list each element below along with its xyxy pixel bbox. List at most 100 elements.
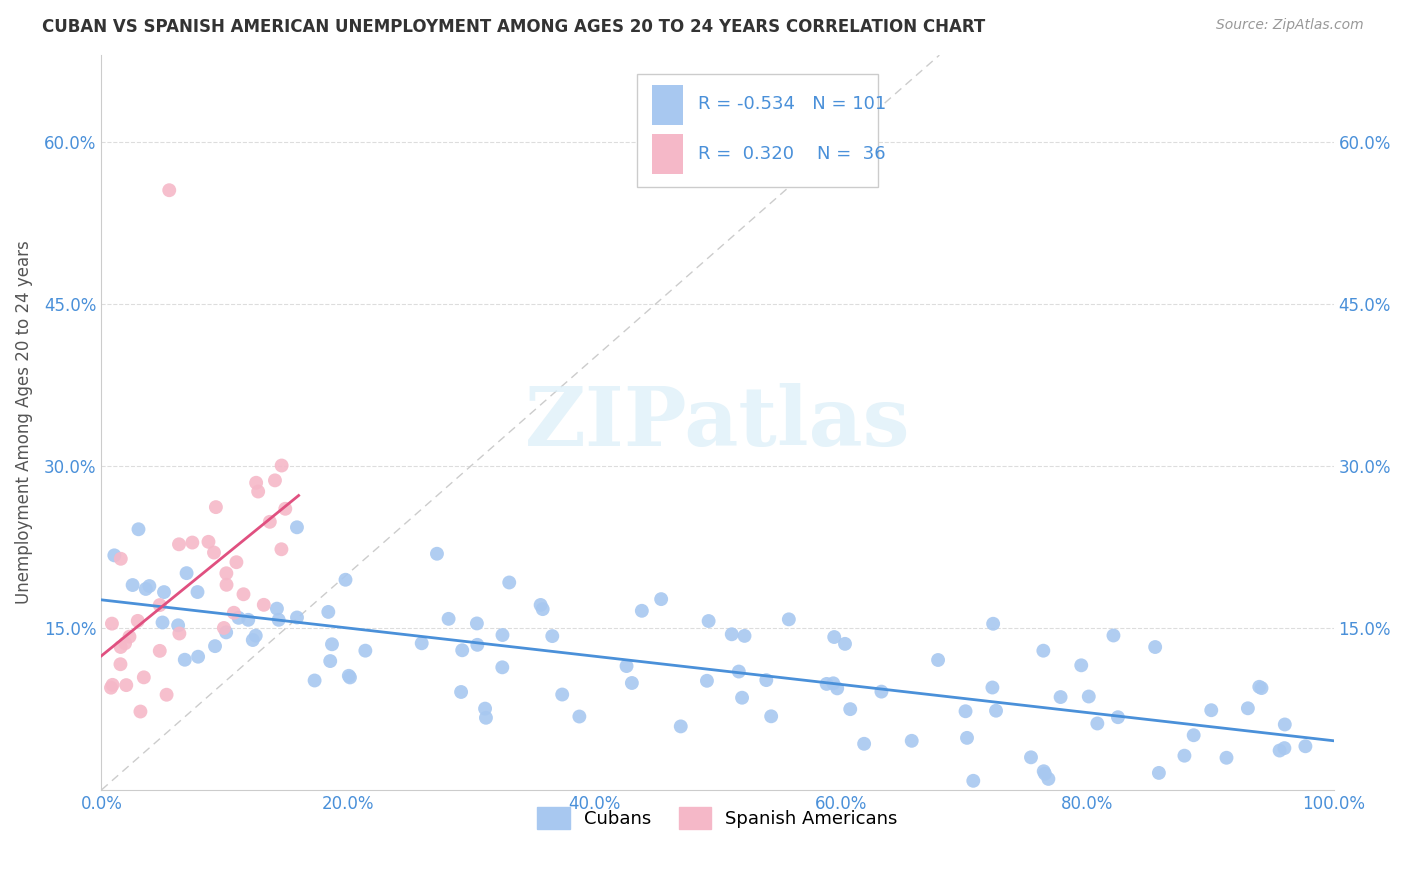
Point — [205, 500, 228, 515]
Point — [450, 685, 472, 699]
Point — [149, 598, 172, 612]
Point — [264, 474, 287, 488]
Point — [1032, 643, 1054, 657]
Point — [103, 549, 125, 563]
Point — [696, 673, 718, 688]
Point — [169, 626, 191, 640]
Point — [100, 681, 122, 695]
Point — [669, 719, 692, 733]
Point — [101, 616, 124, 631]
Point — [755, 673, 778, 687]
Point — [270, 458, 292, 473]
Point — [274, 501, 297, 516]
Point — [285, 610, 308, 624]
Point — [1038, 772, 1060, 786]
Point — [1249, 680, 1271, 694]
Point — [474, 701, 496, 715]
Point — [1182, 728, 1205, 742]
Point — [259, 515, 281, 529]
Point — [778, 612, 800, 626]
Point — [118, 630, 141, 644]
Bar — [652, 134, 683, 174]
Point — [115, 678, 138, 692]
Text: R = -0.534   N = 101: R = -0.534 N = 101 — [697, 95, 886, 113]
Point — [110, 640, 132, 654]
Point — [245, 629, 267, 643]
Point — [491, 660, 513, 674]
Point — [1173, 748, 1195, 763]
Point — [927, 653, 949, 667]
Point — [1049, 690, 1071, 704]
Point — [1237, 701, 1260, 715]
Point — [247, 484, 270, 499]
Point — [186, 585, 208, 599]
Point — [304, 673, 326, 688]
Point — [335, 573, 357, 587]
Point — [465, 616, 488, 631]
Point — [1274, 717, 1296, 731]
Point — [228, 611, 250, 625]
Point — [815, 677, 838, 691]
FancyBboxPatch shape — [637, 73, 877, 187]
Point — [451, 643, 474, 657]
Point — [187, 649, 209, 664]
Point — [238, 613, 260, 627]
Point — [132, 670, 155, 684]
Point — [339, 670, 361, 684]
Point — [720, 627, 742, 641]
Text: CUBAN VS SPANISH AMERICAN UNEMPLOYMENT AMONG AGES 20 TO 24 YEARS CORRELATION CHA: CUBAN VS SPANISH AMERICAN UNEMPLOYMENT A… — [42, 18, 986, 36]
Point — [530, 598, 553, 612]
Point — [1274, 741, 1296, 756]
Point — [155, 688, 177, 702]
Point — [135, 582, 157, 596]
Point — [551, 688, 574, 702]
Point — [181, 535, 204, 549]
Point — [121, 578, 143, 592]
Point — [1070, 658, 1092, 673]
Point — [620, 676, 643, 690]
Point — [129, 705, 152, 719]
Point — [1032, 764, 1054, 779]
Text: Source: ZipAtlas.com: Source: ZipAtlas.com — [1216, 18, 1364, 32]
Point — [568, 709, 591, 723]
Point — [153, 585, 176, 599]
Point — [1085, 716, 1108, 731]
Point — [1268, 743, 1291, 757]
Point — [1077, 690, 1099, 704]
Legend: Cubans, Spanish Americans: Cubans, Spanish Americans — [530, 799, 905, 836]
Point — [541, 629, 564, 643]
Point — [101, 678, 124, 692]
Point — [285, 520, 308, 534]
Point — [1250, 681, 1272, 695]
Point — [759, 709, 782, 723]
Point — [354, 643, 377, 657]
Y-axis label: Unemployment Among Ages 20 to 24 years: Unemployment Among Ages 20 to 24 years — [15, 241, 32, 605]
Point — [616, 659, 638, 673]
Point — [1144, 640, 1167, 654]
Point — [197, 534, 219, 549]
Point — [270, 542, 292, 557]
Bar — [652, 85, 683, 125]
Point — [1019, 750, 1042, 764]
Point — [245, 475, 267, 490]
Point — [981, 616, 1004, 631]
Point — [437, 612, 460, 626]
Point — [127, 522, 149, 536]
Text: R =  0.320    N =  36: R = 0.320 N = 36 — [697, 145, 886, 162]
Point — [1033, 766, 1056, 780]
Point — [319, 654, 342, 668]
Point — [127, 614, 149, 628]
Point — [215, 578, 238, 592]
Point — [1102, 628, 1125, 642]
Point — [411, 636, 433, 650]
Point — [956, 731, 979, 745]
Point — [631, 604, 654, 618]
Point — [318, 605, 340, 619]
Point — [981, 681, 1004, 695]
Point — [823, 630, 845, 644]
Point — [498, 575, 520, 590]
Point — [984, 704, 1007, 718]
Point — [1294, 739, 1316, 754]
Point — [1199, 703, 1222, 717]
Point — [176, 566, 198, 581]
